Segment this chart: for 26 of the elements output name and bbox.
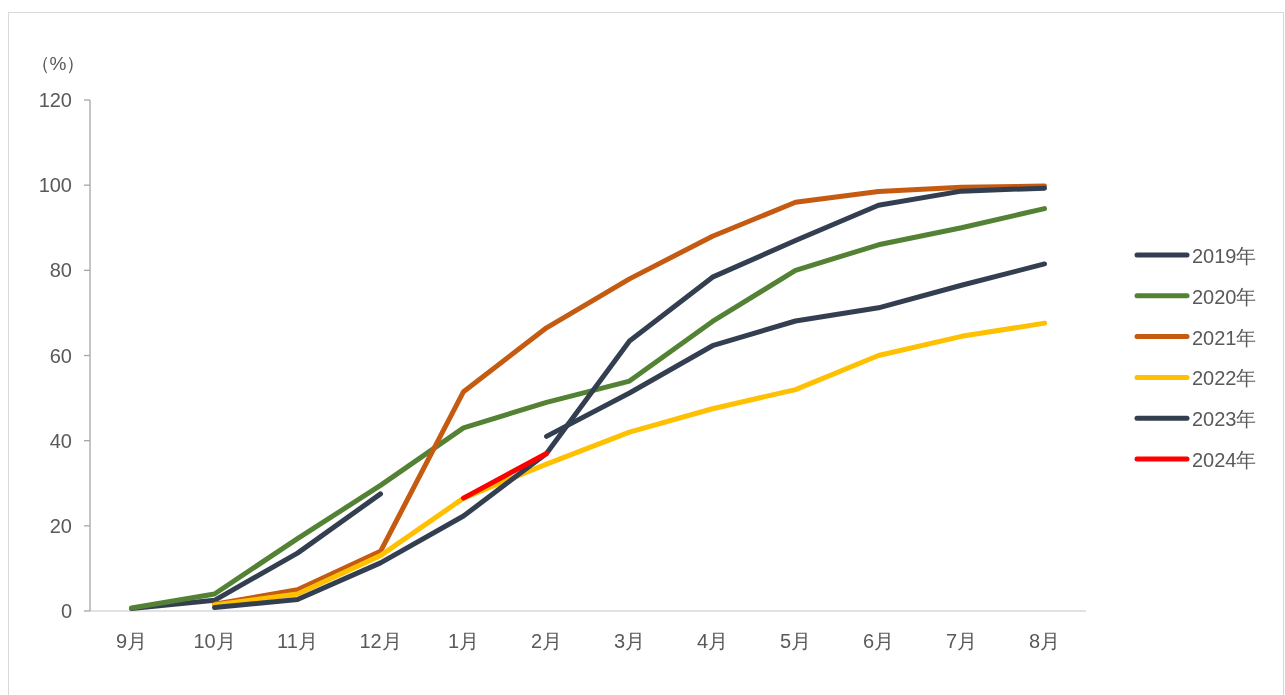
x-tick-label: 10月 [193, 630, 236, 652]
legend-label: 2023年 [1192, 408, 1257, 431]
legend-label: 2019年 [1192, 245, 1257, 267]
y-tick-label: 20 [49, 514, 72, 537]
y-tick-label: 120 [38, 89, 72, 111]
x-tick-label: 7月 [945, 630, 978, 652]
x-tick-label: 6月 [862, 630, 895, 652]
legend-label: 2021年 [1192, 326, 1257, 349]
x-tick-label: 12月 [359, 630, 402, 652]
x-tick-label: 4月 [696, 630, 729, 652]
x-tick-label: 11月 [277, 630, 318, 652]
x-tick-label: 2月 [530, 630, 563, 652]
x-tick-label: 3月 [613, 630, 646, 652]
x-tick-label: 1月 [447, 630, 480, 652]
y-tick-label: 0 [60, 600, 72, 622]
y-tick-label: 60 [49, 344, 72, 367]
x-tick-label: 9月 [115, 630, 148, 652]
y-axis-title: （%） [30, 53, 86, 74]
x-tick-label: 8月 [1028, 630, 1061, 652]
y-tick-label: 80 [49, 259, 72, 282]
y-tick-label: 40 [49, 429, 72, 452]
legend-label: 2024年 [1192, 449, 1257, 471]
legend-label: 2020年 [1192, 285, 1257, 308]
legend-label: 2022年 [1192, 367, 1257, 390]
y-tick-label: 100 [38, 174, 72, 197]
x-tick-label: 5月 [779, 630, 812, 652]
